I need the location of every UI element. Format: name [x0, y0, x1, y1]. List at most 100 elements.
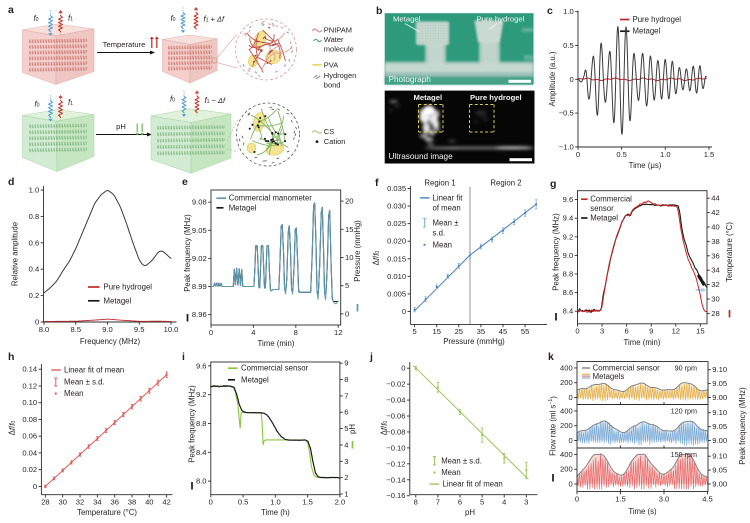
svg-text:f1: f1 [68, 13, 73, 22]
svg-text:9.10: 9.10 [712, 452, 727, 461]
svg-text:9.5: 9.5 [134, 325, 145, 334]
svg-text:Commercial sensor: Commercial sensor [241, 364, 309, 373]
svg-text:8.0: 8.0 [196, 477, 207, 486]
svg-text:Mean: Mean [441, 468, 461, 477]
svg-text:0.14: 0.14 [22, 365, 37, 374]
svg-text:9.10: 9.10 [712, 365, 727, 374]
svg-text:25: 25 [455, 327, 463, 336]
svg-text:0.5: 0.5 [616, 150, 627, 159]
svg-text:−0.06: −0.06 [386, 412, 405, 421]
svg-text:400: 400 [560, 363, 573, 372]
svg-text:Pure hydrogel: Pure hydrogel [477, 15, 525, 24]
svg-text:28: 28 [711, 309, 719, 318]
svg-text:10: 10 [345, 253, 353, 262]
svg-text:0: 0 [568, 480, 572, 489]
svg-text:Peak frequency (MHz): Peak frequency (MHz) [552, 213, 561, 291]
svg-text:15: 15 [432, 327, 440, 336]
svg-text:sensor: sensor [590, 204, 614, 213]
svg-text:0: 0 [402, 307, 406, 316]
svg-text:Frequency (MHz): Frequency (MHz) [80, 337, 141, 346]
svg-text:−1.0: −1.0 [559, 142, 574, 151]
svg-text:Commercial manometer: Commercial manometer [229, 194, 313, 203]
svg-text:−0.02: −0.02 [386, 380, 405, 389]
svg-text:Metagels: Metagels [593, 372, 625, 381]
svg-text:1: 1 [344, 490, 348, 499]
svg-text:Temperature (°C): Temperature (°C) [725, 222, 734, 282]
svg-text:b: b [376, 5, 382, 17]
svg-text:1.0: 1.0 [270, 498, 281, 507]
svg-text:e: e [182, 176, 188, 188]
svg-text:0.04: 0.04 [22, 448, 37, 457]
svg-text:9.05: 9.05 [712, 422, 727, 431]
svg-text:9.00: 9.00 [712, 436, 727, 445]
svg-text:42: 42 [162, 498, 170, 507]
svg-text:32: 32 [711, 280, 719, 289]
svg-text:Metagel: Metagel [414, 93, 443, 102]
svg-text:f: f [375, 177, 379, 189]
svg-text:Pure hydrogel: Pure hydrogel [104, 283, 153, 292]
svg-text:9.05: 9.05 [712, 466, 727, 475]
svg-text:0: 0 [209, 498, 213, 507]
svg-text:−0.16: −0.16 [386, 491, 405, 500]
svg-text:10.0: 10.0 [164, 325, 179, 334]
svg-text:Time (h): Time (h) [261, 508, 290, 517]
svg-text:pH: pH [116, 122, 126, 131]
svg-text:90 rpm: 90 rpm [675, 364, 697, 373]
svg-text:0: 0 [568, 393, 572, 402]
svg-text:4.5: 4.5 [702, 494, 713, 503]
svg-text:Relative amplitude: Relative amplitude [11, 222, 20, 286]
svg-text:Δf/f0: Δf/f0 [8, 421, 17, 436]
svg-text:PVA: PVA [324, 60, 338, 69]
svg-text:6: 6 [344, 408, 348, 417]
svg-text:Temperature: Temperature [103, 40, 146, 49]
svg-text:−0.14: −0.14 [386, 475, 405, 484]
svg-text:0: 0 [575, 494, 579, 503]
svg-text:1.0: 1.0 [660, 150, 671, 159]
svg-text:Ultrasound image: Ultrasound image [389, 152, 454, 161]
svg-text:Peak frequency (MHz): Peak frequency (MHz) [188, 385, 197, 463]
svg-text:0: 0 [568, 436, 572, 445]
svg-text:0.5: 0.5 [238, 498, 249, 507]
svg-text:9.08: 9.08 [192, 198, 207, 207]
svg-text:0: 0 [575, 327, 579, 336]
svg-text:20: 20 [345, 197, 353, 206]
svg-text:Peak frequency (MHz): Peak frequency (MHz) [738, 387, 747, 465]
svg-text:0: 0 [576, 150, 580, 159]
svg-text:Region 1: Region 1 [424, 179, 455, 188]
svg-text:Δf/f0: Δf/f0 [372, 251, 381, 266]
svg-text:9.00: 9.00 [712, 480, 727, 489]
svg-text:0.4: 0.4 [29, 265, 40, 274]
svg-text:8.8: 8.8 [196, 419, 207, 428]
svg-text:0.015: 0.015 [387, 254, 406, 263]
svg-text:0: 0 [401, 364, 405, 373]
svg-text:8.0: 8.0 [39, 325, 50, 334]
svg-text:45: 45 [499, 327, 507, 336]
svg-text:8: 8 [414, 498, 418, 507]
svg-text:8.96: 8.96 [192, 310, 207, 319]
svg-text:of mean: of mean [433, 204, 461, 213]
svg-text:0.02: 0.02 [22, 465, 37, 474]
svg-text:Region 2: Region 2 [490, 179, 521, 188]
svg-text:28: 28 [41, 498, 49, 507]
svg-text:0.8: 0.8 [29, 212, 40, 221]
svg-text:c: c [547, 5, 553, 17]
svg-text:Hydrogen: Hydrogen [324, 71, 357, 80]
svg-text:4: 4 [344, 440, 348, 449]
svg-text:9.2: 9.2 [563, 232, 574, 241]
svg-text:1.0: 1.0 [29, 186, 40, 195]
svg-text:9.6: 9.6 [563, 195, 574, 204]
svg-text:34: 34 [711, 266, 719, 275]
svg-text:8: 8 [294, 328, 298, 337]
svg-text:9.4: 9.4 [563, 214, 574, 223]
svg-text:12: 12 [672, 327, 680, 336]
svg-text:Time (min): Time (min) [624, 338, 661, 347]
svg-text:Time (min): Time (min) [258, 339, 295, 348]
svg-text:0.035: 0.035 [387, 184, 406, 193]
svg-text:1.5: 1.5 [302, 498, 313, 507]
svg-text:9.10: 9.10 [712, 408, 727, 417]
svg-text:200: 200 [560, 378, 573, 387]
svg-text:f1 + Δf: f1 + Δf [204, 14, 225, 23]
svg-text:0.030: 0.030 [387, 202, 406, 211]
svg-text:0.12: 0.12 [22, 382, 37, 391]
svg-text:8.8: 8.8 [563, 270, 574, 279]
